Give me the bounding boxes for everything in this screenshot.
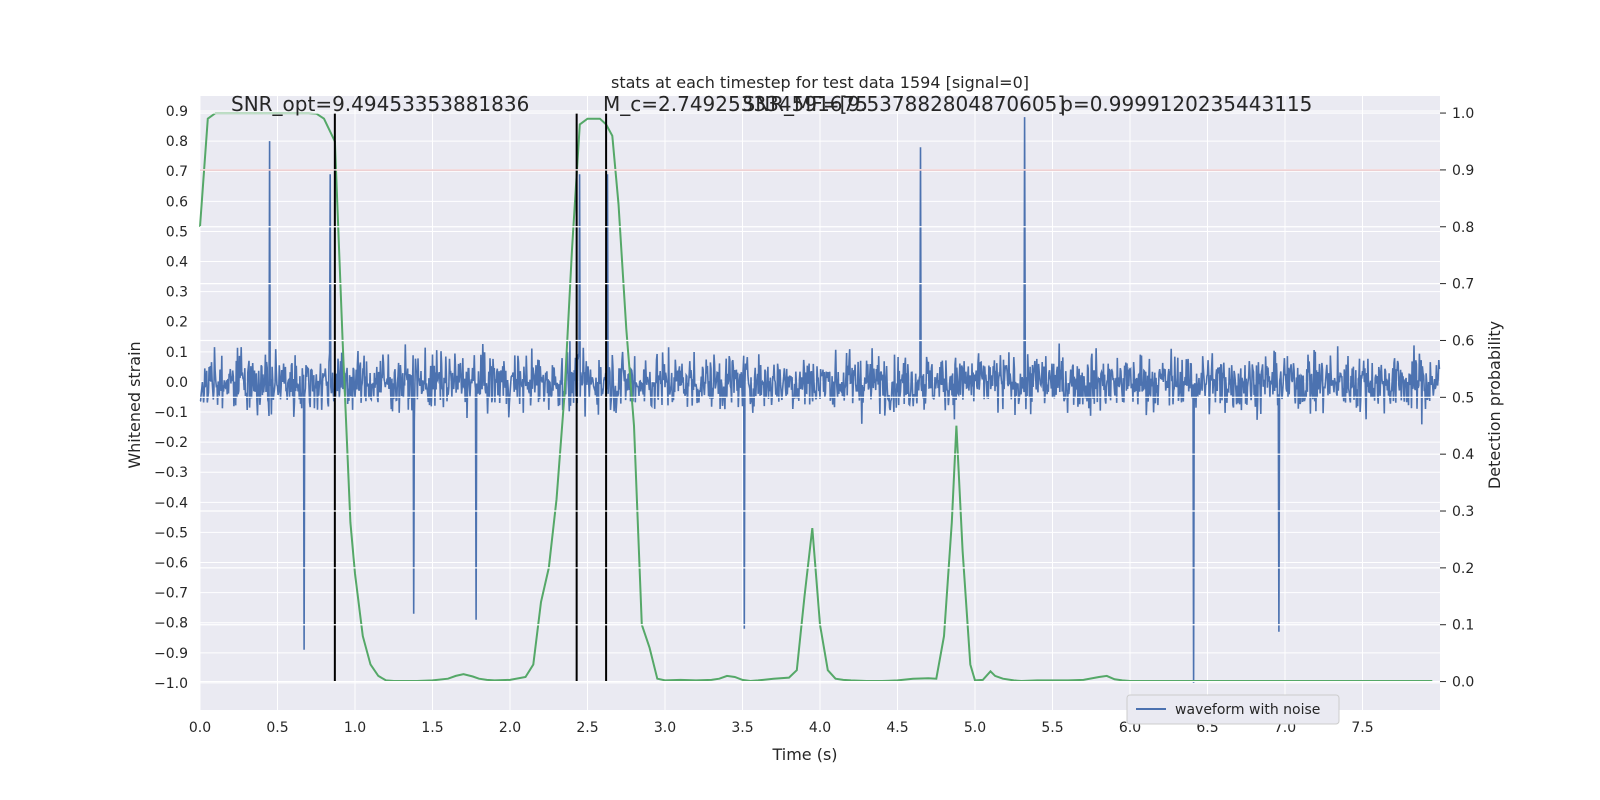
x-tick-label: 3.5 xyxy=(731,720,753,736)
x-tick-label: 1.5 xyxy=(421,720,443,736)
right-y-tick-label: 0.8 xyxy=(1452,220,1474,236)
left-y-tick-label: 0.9 xyxy=(166,104,188,120)
annotation-text: p=0.9999120235443115 xyxy=(1060,92,1312,116)
left-y-tick-label: −0.5 xyxy=(154,525,188,541)
x-tick-label: 0.5 xyxy=(266,720,288,736)
x-tick-label: 5.0 xyxy=(964,720,986,736)
right-y-tick-label: 1.0 xyxy=(1452,106,1474,122)
left-y-tick-label: 0.7 xyxy=(166,164,188,180)
legend-label: waveform with noise xyxy=(1175,702,1320,718)
left-y-axis-ticks: 0.9 0.8 0.7 0.6 0.5 0.4 0.3 0.2 0.1 0.0 −0.1 −0.2 −0… xyxy=(154,104,188,692)
waveform-line xyxy=(199,117,1441,683)
left-y-tick-label: −0.4 xyxy=(154,495,188,511)
right-y-tick-label: 0.0 xyxy=(1452,675,1474,691)
right-y-tick-label: 0.3 xyxy=(1452,504,1474,520)
left-y-tick-label: −0.8 xyxy=(154,616,188,632)
annotation-text: SNR_opt=9.49453353881836 xyxy=(231,92,529,116)
x-tick-label: 3.0 xyxy=(654,720,676,736)
right-y-axis-label: Detection probability xyxy=(1485,321,1504,489)
x-tick-label: 1.0 xyxy=(344,720,366,736)
x-tick-label: 4.5 xyxy=(886,720,908,736)
right-y-tick-label: 0.5 xyxy=(1452,390,1474,406)
annotation-text: SNR_MF=[9.537882804870605] xyxy=(743,92,1066,116)
vertical-gridlines xyxy=(199,96,1363,710)
left-y-tick-label: 0.0 xyxy=(166,375,188,391)
right-y-tick-label: 0.7 xyxy=(1452,277,1474,293)
x-tick-label: 2.0 xyxy=(499,720,521,736)
right-y-tick-label: 0.6 xyxy=(1452,333,1474,349)
right-axis-gridlines xyxy=(200,112,1440,683)
left-y-tick-label: 0.2 xyxy=(166,315,188,331)
left-y-tick-label: 0.8 xyxy=(166,134,188,150)
left-y-tick-label: −0.3 xyxy=(154,465,188,481)
left-y-tick-label: 0.3 xyxy=(166,285,188,301)
x-tick-label: 2.5 xyxy=(576,720,598,736)
left-y-tick-label: 0.6 xyxy=(166,194,188,210)
x-axis-label: Time (s) xyxy=(771,745,837,764)
right-y-tick-label: 0.1 xyxy=(1452,618,1474,634)
chart-title: stats at each timestep for test data 159… xyxy=(611,73,1029,92)
right-y-axis-ticks: 1.0 0.9 0.8 0.7 0.6 0.5 0.4 0.3 0.2 0.1 0.0 xyxy=(1440,106,1474,691)
left-y-tick-label: −0.1 xyxy=(154,405,188,421)
left-y-tick-label: 0.1 xyxy=(166,345,188,361)
left-y-tick-label: −0.7 xyxy=(154,586,188,602)
right-y-tick-label: 0.2 xyxy=(1452,561,1474,577)
legend-box xyxy=(1126,694,1340,725)
left-y-tick-label: −0.2 xyxy=(154,435,188,451)
x-tick-label: 5.5 xyxy=(1041,720,1063,736)
annotation-text: M_c=2.749253334591675 xyxy=(603,92,868,116)
x-tick-label: 4.0 xyxy=(809,720,831,736)
legend: waveform with noise xyxy=(1126,694,1340,725)
x-tick-label: 0.0 xyxy=(189,720,211,736)
left-y-tick-label: 0.4 xyxy=(166,255,188,271)
x-tick-label: 7.5 xyxy=(1351,720,1373,736)
right-y-tick-label: 0.4 xyxy=(1452,447,1474,463)
left-y-tick-label: −1.0 xyxy=(154,676,188,692)
left-y-axis-label: Whitened strain xyxy=(125,341,144,468)
right-y-tick-label: 0.9 xyxy=(1452,163,1474,179)
left-y-tick-label: −0.9 xyxy=(154,646,188,662)
waveform-series xyxy=(199,117,1441,683)
left-y-tick-label: 0.5 xyxy=(166,224,188,240)
left-y-tick-label: −0.6 xyxy=(154,556,188,572)
annotations: SNR_opt=9.49453353881836 M_c=2.7492533345… xyxy=(231,92,1312,116)
